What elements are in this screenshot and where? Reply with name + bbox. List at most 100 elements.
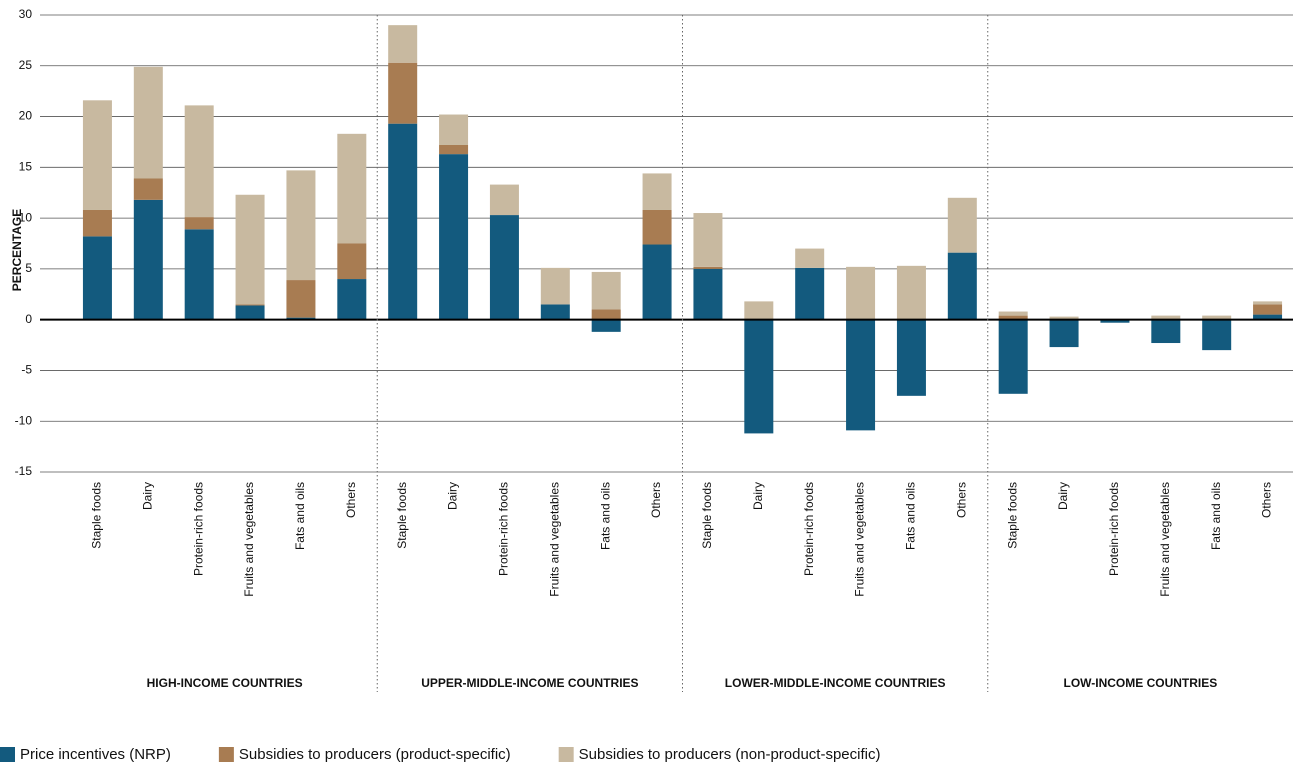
x-tick-label: Dairy (751, 482, 765, 510)
bar-segment (896, 319, 926, 396)
bar-segment (1253, 314, 1283, 320)
bar-segment (642, 173, 672, 210)
y-tick-label: -15 (15, 464, 33, 478)
x-tick-label: Fruits and vegetables (1158, 482, 1172, 597)
bar-segment (642, 244, 672, 320)
x-tick-label: Fruits and vegetables (547, 482, 561, 597)
bar-segment (286, 170, 316, 281)
bar-segment (1202, 319, 1232, 351)
bar-segment (896, 265, 926, 320)
bar-segment (388, 123, 418, 320)
x-tick-label: Fruits and vegetables (242, 482, 256, 597)
bar-segment (591, 271, 621, 310)
y-tick-label: -10 (15, 413, 33, 427)
bar-segment (286, 317, 316, 320)
bar-segment (540, 304, 570, 320)
y-axis-label: PERCENTAGE (10, 209, 24, 291)
legend-swatch (558, 747, 574, 762)
bar-segment (1100, 319, 1130, 323)
x-tick-label: Fats and oils (598, 482, 612, 550)
x-tick-label: Protein-rich foods (191, 482, 205, 576)
bar-segment (439, 144, 469, 155)
x-tick-label: Others (649, 482, 663, 518)
bar-segment (998, 319, 1028, 394)
x-tick-label: Protein-rich foods (497, 482, 511, 576)
bar-segment (82, 236, 112, 320)
bar-segment (235, 305, 265, 320)
legend-label: Subsidies to producers (product-specific… (239, 746, 511, 763)
bar-segment (846, 266, 876, 320)
bar-segment (439, 114, 469, 145)
bar-segment (1151, 319, 1181, 344)
bar-segment (388, 25, 418, 63)
legend-swatch (218, 747, 234, 762)
y-tick-label: 30 (19, 7, 33, 21)
bar-segment (489, 184, 519, 216)
y-tick-label: 15 (19, 160, 33, 174)
legend-label: Price incentives (NRP) (20, 746, 171, 763)
bar-segment (82, 209, 112, 237)
group-label: HIGH-INCOME COUNTRIES (147, 676, 303, 690)
y-tick-label: 10 (19, 210, 33, 224)
bar-segment (82, 100, 112, 210)
bar-segment (184, 217, 214, 230)
x-tick-label: Fats and oils (904, 482, 918, 550)
bar-segment (388, 62, 418, 124)
x-tick-label: Others (344, 482, 358, 518)
bar-segment (1049, 316, 1079, 320)
x-tick-label: Staple foods (700, 482, 714, 549)
x-tick-label: Staple foods (395, 482, 409, 549)
bar-segment (693, 266, 723, 269)
x-tick-label: Protein-rich foods (802, 482, 816, 576)
x-tick-label: Dairy (446, 482, 460, 510)
bar-segment (235, 194, 265, 305)
x-tick-label: Others (1260, 482, 1274, 518)
bar-segment (133, 66, 163, 179)
bar-segment (1151, 315, 1181, 320)
x-tick-label: Others (954, 482, 968, 518)
bar-segment (1202, 315, 1232, 320)
bar-segment (947, 197, 977, 253)
bar-segment (642, 209, 672, 245)
bar-segment (540, 267, 570, 305)
x-tick-label: Fats and oils (1209, 482, 1223, 550)
group-label: UPPER-MIDDLE-INCOME COUNTRIES (421, 676, 638, 690)
y-tick-label: 25 (19, 58, 33, 72)
x-tick-label: Dairy (1056, 482, 1070, 510)
bar-segment (286, 280, 316, 318)
bar-segment (693, 268, 723, 320)
bar-segment (795, 248, 825, 268)
bar-segment (337, 133, 367, 244)
bar-segment (133, 178, 163, 200)
group-label: LOW-INCOME COUNTRIES (1064, 676, 1218, 690)
legend-swatch (0, 747, 15, 762)
bar-segment (998, 315, 1028, 320)
bar-segment (337, 279, 367, 320)
bar-segment (998, 311, 1028, 316)
y-tick-label: 20 (19, 109, 33, 123)
x-tick-label: Staple foods (90, 482, 104, 549)
x-tick-label: Protein-rich foods (1107, 482, 1121, 576)
bar-segment (693, 213, 723, 267)
bar-segment (744, 301, 774, 320)
y-tick-label: -5 (21, 363, 32, 377)
bar-segment (439, 154, 469, 320)
bar-segment (184, 105, 214, 218)
bar-segment (846, 319, 876, 431)
y-tick-label: 5 (25, 261, 32, 275)
bar-segment (591, 309, 621, 320)
bar-segment (337, 243, 367, 280)
bar-segment (489, 215, 519, 320)
bar-segment (744, 319, 774, 434)
bar-segment (1253, 301, 1283, 305)
bar-segment (591, 319, 621, 332)
bar-segment (947, 252, 977, 320)
x-tick-label: Fats and oils (293, 482, 307, 550)
group-label: LOWER-MIDDLE-INCOME COUNTRIES (725, 676, 946, 690)
x-tick-label: Staple foods (1005, 482, 1019, 549)
bar-segment (184, 229, 214, 320)
bar-segment (795, 267, 825, 320)
y-tick-label: 0 (25, 312, 32, 326)
x-tick-label: Dairy (140, 482, 154, 510)
